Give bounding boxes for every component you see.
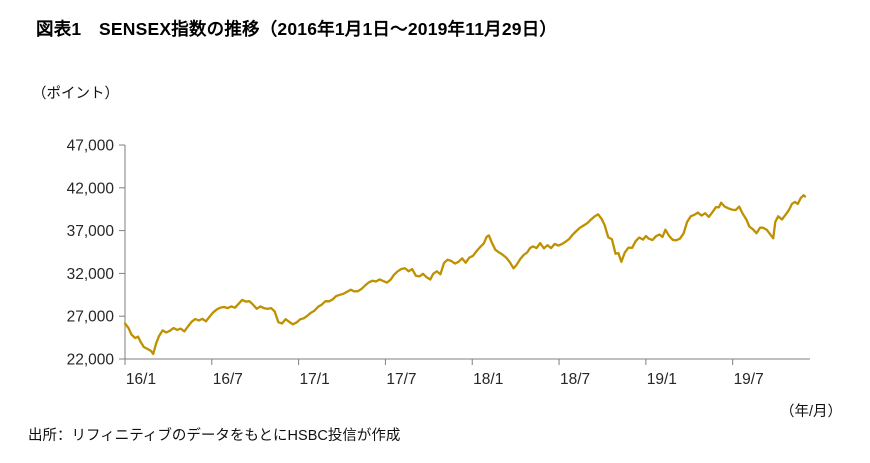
chart-area: 22,000 27,000 32,000 37,000 42,000 47,000 16/1…	[38, 128, 838, 396]
x-tick-label: 17/1	[300, 371, 330, 388]
x-tick-label: 16/7	[213, 371, 243, 388]
y-tick-label: 37,000	[67, 223, 115, 240]
y-tick-label: 32,000	[67, 266, 115, 283]
y-tick-label: 22,000	[67, 352, 115, 369]
sensex-chart: 22,000 27,000 32,000 37,000 42,000 47,000 16/1…	[67, 138, 810, 388]
x-tick-label: 19/1	[647, 371, 677, 388]
y-axis-unit-label: （ポイント）	[32, 86, 119, 102]
x-tick-label: 18/1	[473, 371, 503, 388]
y-tick-label: 42,000	[67, 180, 115, 197]
x-tick-label: 19/7	[734, 371, 764, 388]
sensex-series-line	[123, 194, 807, 356]
x-tick-label: 17/7	[386, 371, 416, 388]
y-tick-label: 47,000	[67, 138, 115, 155]
y-tick-label: 27,000	[67, 309, 115, 326]
x-tick-label: 18/7	[560, 371, 590, 388]
chart-title: 図表1 SENSEX指数の推移（2016年1月1日～2019年11月29日）	[36, 19, 558, 39]
x-axis-unit-label: （年/月）	[779, 404, 842, 420]
source-note: 出所：リフィニティブのデータをもとにHSBC投信が作成	[28, 428, 401, 444]
x-tick-label: 16/1	[126, 371, 156, 388]
